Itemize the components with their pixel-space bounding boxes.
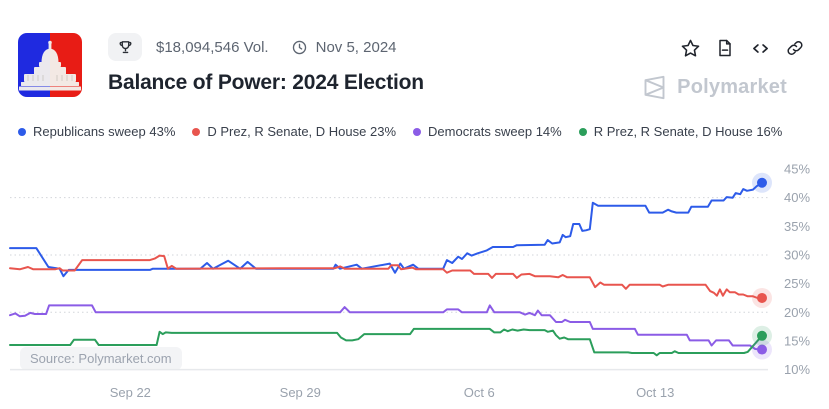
svg-text:20%: 20% bbox=[784, 305, 810, 320]
price-chart[interactable]: Source: Polymarket.com 45% 40% 35% 30% 25% 20… bbox=[0, 150, 829, 409]
svg-text:Oct 6: Oct 6 bbox=[464, 385, 495, 400]
svg-text:10%: 10% bbox=[784, 362, 810, 377]
legend-dot-blue bbox=[18, 127, 26, 136]
svg-text:35%: 35% bbox=[784, 219, 810, 234]
svg-text:30%: 30% bbox=[784, 247, 810, 262]
market-meta: $18,094,546 Vol. Nov 5, 2024 bbox=[108, 33, 397, 61]
svg-text:15%: 15% bbox=[784, 333, 810, 348]
embed-code-icon[interactable] bbox=[749, 37, 771, 59]
svg-text:40%: 40% bbox=[784, 190, 810, 205]
chart-actions bbox=[679, 37, 806, 59]
end-date-text: Nov 5, 2024 bbox=[315, 38, 397, 56]
chart-canvas[interactable]: 45% 40% 35% 30% 25% 20% 15% 10% Sep 22 Sep 29 Oct … bbox=[0, 150, 829, 409]
volume-text: $18,094,546 Vol. bbox=[156, 38, 269, 56]
clock-icon bbox=[291, 39, 308, 56]
svg-text:Sep 29: Sep 29 bbox=[280, 385, 321, 400]
star-icon[interactable] bbox=[679, 37, 701, 59]
capitol-icon bbox=[19, 40, 81, 91]
svg-text:Sep 22: Sep 22 bbox=[110, 385, 151, 400]
svg-text:Oct 13: Oct 13 bbox=[636, 385, 674, 400]
market-image bbox=[18, 33, 82, 97]
svg-text:25%: 25% bbox=[784, 276, 810, 291]
chart-legend: Republicans sweep 43% D Prez, R Senate, … bbox=[18, 124, 782, 139]
polymarket-logomark bbox=[644, 75, 665, 100]
legend-dot-green bbox=[578, 127, 587, 136]
trophy-icon bbox=[108, 33, 142, 61]
svg-text:45%: 45% bbox=[784, 162, 810, 177]
source-watermark: Source: Polymarket.com bbox=[20, 347, 182, 370]
legend-item-r-prez-r-senate-d-house[interactable]: R Prez, R Senate, D House 16% bbox=[578, 124, 782, 139]
page-title: Balance of Power: 2024 Election bbox=[108, 71, 424, 94]
polymarket-logo-text: Polymarket bbox=[677, 76, 787, 98]
link-icon[interactable] bbox=[784, 37, 806, 59]
polymarket-logo[interactable]: Polymarket bbox=[641, 74, 787, 101]
document-icon[interactable] bbox=[714, 37, 736, 59]
legend-dot-red bbox=[192, 127, 201, 136]
legend-item-d-prez-r-senate-d-house[interactable]: D Prez, R Senate, D House 23% bbox=[192, 124, 396, 139]
legend-item-republicans-sweep[interactable]: Republicans sweep 43% bbox=[18, 124, 175, 139]
legend-item-democrats-sweep[interactable]: Democrats sweep 14% bbox=[413, 124, 562, 139]
legend-dot-purple bbox=[413, 127, 422, 136]
